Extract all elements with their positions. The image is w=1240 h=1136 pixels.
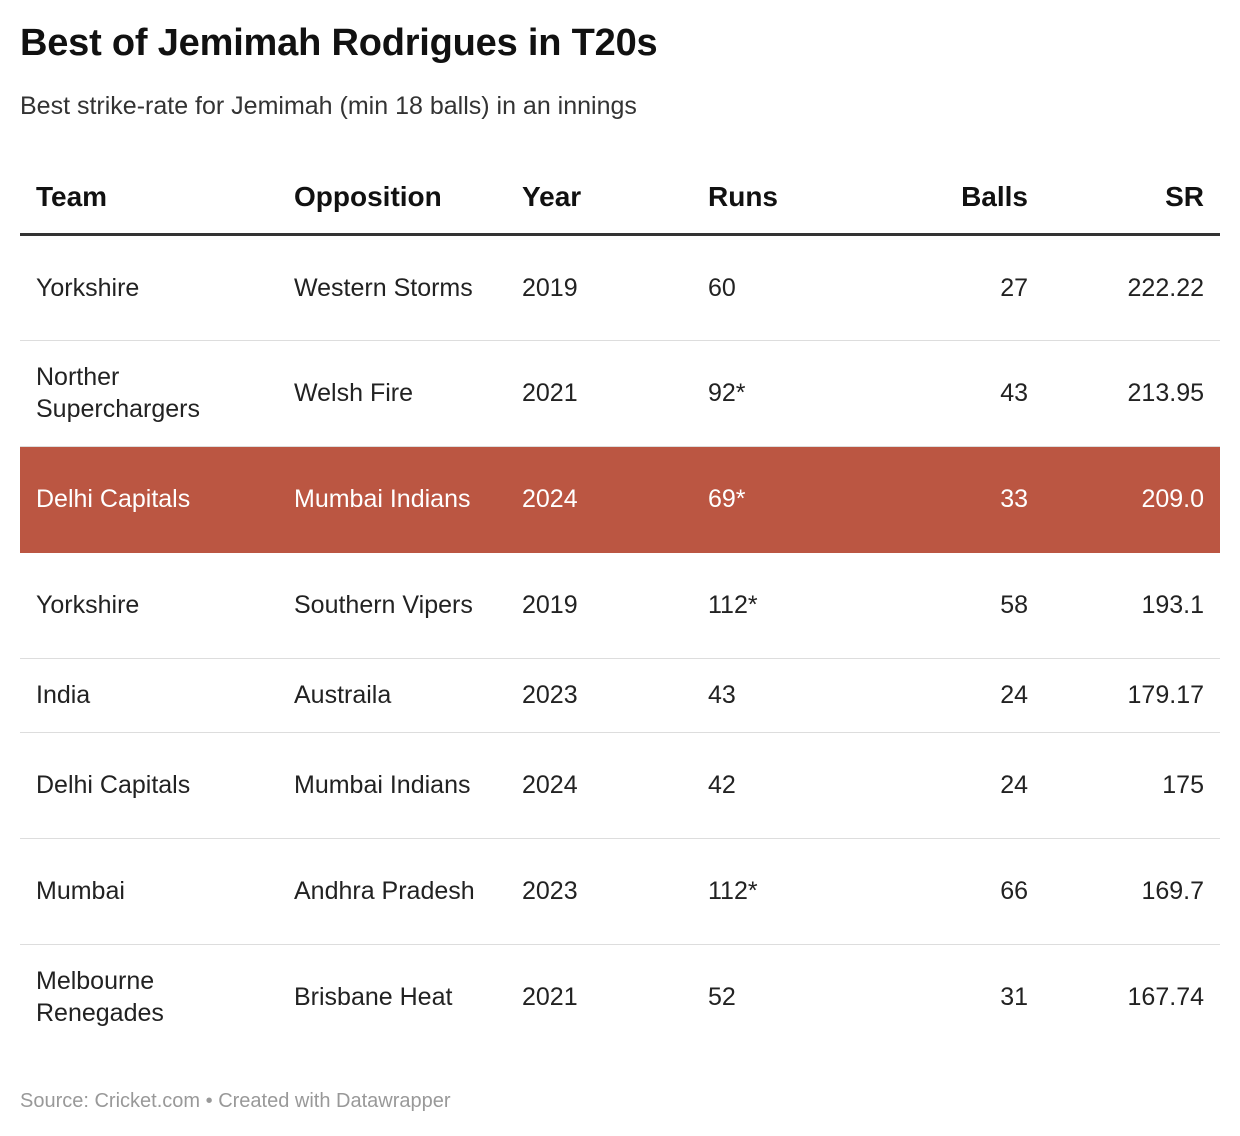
table-row: Norther Superchargers Welsh Fire 2021 92* 43…: [20, 340, 1220, 447]
cell-runs: 42: [692, 732, 868, 839]
cell-runs: 43: [692, 658, 868, 733]
column-header-runs[interactable]: Runs: [692, 162, 868, 236]
cell-team: Melbourne Renegades: [36, 967, 164, 1028]
table-row: Melbourne Renegades Brisbane Heat 2021 52 31…: [20, 944, 1220, 1050]
cell-team: Yorkshire: [20, 234, 278, 341]
cell-runs: 112*: [692, 552, 868, 659]
cell-team: India: [20, 658, 278, 733]
chart-subtitle: Best strike-rate for Jemimah (min 18 bal…: [20, 92, 637, 120]
table-row: Mumbai Andhra Pradesh 2023 112* 66 169.7: [20, 838, 1220, 945]
cell-team: Delhi Capitals: [20, 446, 278, 553]
table-body: Yorkshire Western Storms 2019 60 27 222.22 Nor…: [20, 234, 1220, 1050]
column-header-team[interactable]: Team: [20, 162, 278, 236]
cell-opposition: Southern Vipers: [278, 552, 506, 659]
cell-sr: 179.17: [1044, 658, 1220, 733]
cell-opposition: Mumbai Indians: [278, 446, 506, 553]
cell-sr: 209.0: [1044, 446, 1220, 553]
cell-sr: 222.22: [1044, 234, 1220, 341]
source-text: Source: Cricket.com: [20, 1090, 201, 1112]
table-row-highlighted: Delhi Capitals Mumbai Indians 2024 69* 33 209…: [20, 446, 1220, 553]
cell-runs: 60: [692, 234, 868, 341]
cell-balls: 24: [868, 732, 1044, 839]
table-header-row: Team Opposition Year Runs Balls SR: [20, 162, 1220, 236]
cell-year: 2024: [506, 446, 692, 553]
cell-balls: 24: [868, 658, 1044, 733]
cell-balls: 58: [868, 552, 1044, 659]
column-header-opposition[interactable]: Opposition: [278, 162, 506, 236]
cell-opposition: Welsh Fire: [278, 340, 506, 447]
cell-opposition: Brisbane Heat: [294, 983, 453, 1012]
cell-year: 2024: [506, 732, 692, 839]
cell-team: Yorkshire: [20, 552, 278, 659]
credit-link[interactable]: Created with Datawrapper: [218, 1090, 451, 1112]
cell-year: 2023: [506, 658, 692, 733]
table-row: Yorkshire Southern Vipers 2019 112* 58 193.1: [20, 552, 1220, 659]
cell-opposition: Austraila: [278, 658, 506, 733]
cell-sr: 193.1: [1044, 552, 1220, 659]
cell-year: 2019: [506, 234, 692, 341]
cell-runs: 112*: [692, 838, 868, 945]
cell-balls: 27: [868, 234, 1044, 341]
cell-balls: 43: [868, 340, 1044, 447]
table-row: Delhi Capitals Mumbai Indians 2024 42 24 175: [20, 732, 1220, 839]
cell-sr: 175: [1044, 732, 1220, 839]
cell-balls: 33: [868, 446, 1044, 553]
column-header-year[interactable]: Year: [506, 162, 692, 236]
cell-opposition: Western Storms: [278, 234, 506, 341]
table-row: Yorkshire Western Storms 2019 60 27 222.22: [20, 234, 1220, 341]
cell-runs: 92*: [692, 340, 868, 447]
source-footer: Source: Cricket.com • Created with Dataw…: [20, 1090, 451, 1113]
column-header-balls[interactable]: Balls: [868, 162, 1044, 236]
cell-sr: 169.7: [1044, 838, 1220, 945]
chart-title: Best of Jemimah Rodrigues in T20s: [20, 22, 658, 64]
cell-year: 2019: [506, 552, 692, 659]
data-table: Team Opposition Year Runs Balls SR Yorks…: [20, 162, 1220, 1050]
column-header-sr[interactable]: SR: [1044, 162, 1220, 236]
cell-sr: 213.95: [1044, 340, 1220, 447]
cell-balls: 66: [868, 838, 1044, 945]
cell-runs: 52: [708, 983, 736, 1012]
cell-balls: 31: [1000, 983, 1028, 1012]
cell-team: Delhi Capitals: [20, 732, 278, 839]
cell-year: 2021: [522, 983, 578, 1012]
table-row: India Austraila 2023 43 24 179.17: [20, 658, 1220, 733]
cell-year: 2023: [506, 838, 692, 945]
cell-year: 2021: [506, 340, 692, 447]
cell-team: Norther Superchargers: [20, 340, 278, 447]
separator-dot: •: [205, 1090, 213, 1112]
cell-runs: 69*: [692, 446, 868, 553]
cell-team: Mumbai: [20, 838, 278, 945]
cell-opposition: Mumbai Indians: [278, 732, 506, 839]
cell-sr: 167.74: [1127, 983, 1204, 1012]
cell-opposition: Andhra Pradesh: [278, 838, 506, 945]
